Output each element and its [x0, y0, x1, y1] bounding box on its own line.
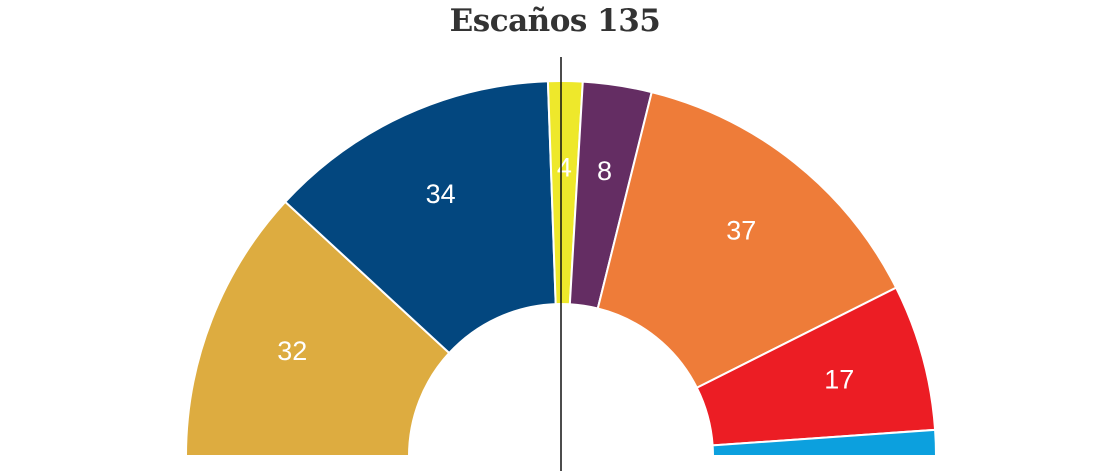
labels-group: 32 34 4 8 37 17 [277, 153, 854, 395]
segment-label-5: 17 [824, 365, 854, 395]
segment-label-0: 32 [277, 336, 307, 366]
segment-1 [283, 80, 557, 355]
segment-label-4: 37 [726, 216, 756, 246]
segments-group [184, 80, 938, 457]
chart-title: Escaños 135 [449, 3, 661, 39]
segment-6 [711, 428, 938, 457]
segment-label-3: 8 [597, 156, 612, 186]
segment-label-1: 34 [426, 179, 456, 209]
segment-4 [596, 90, 898, 390]
segment-label-2: 4 [557, 153, 572, 183]
segment-0 [184, 200, 451, 457]
